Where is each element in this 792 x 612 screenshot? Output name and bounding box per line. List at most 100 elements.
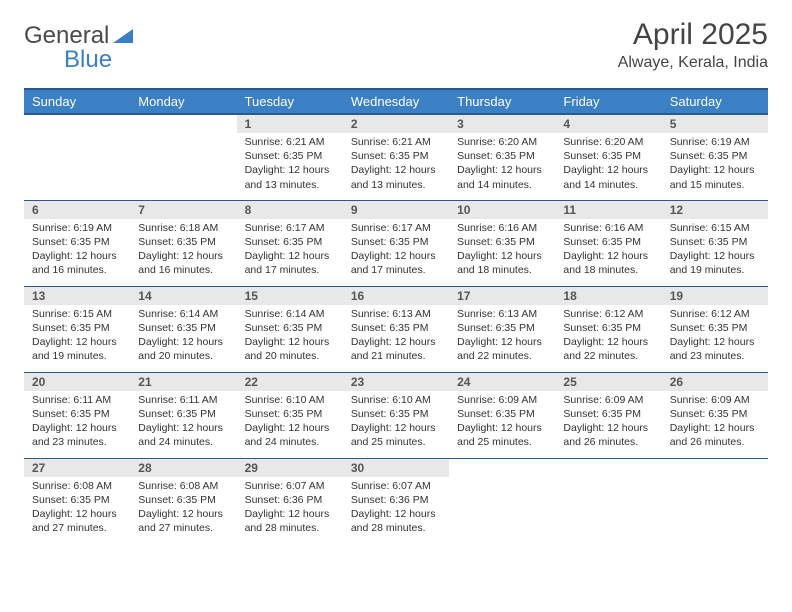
day-details: Sunrise: 6:08 AMSunset: 6:35 PMDaylight:…: [130, 477, 236, 540]
calendar-day-cell: 28Sunrise: 6:08 AMSunset: 6:35 PMDayligh…: [130, 458, 236, 544]
day-number: 12: [662, 201, 768, 219]
sunset-text: Sunset: 6:35 PM: [351, 149, 441, 163]
daylight-text: Daylight: 12 hours and 23 minutes.: [670, 335, 760, 363]
sunrise-text: Sunrise: 6:19 AM: [670, 135, 760, 149]
sunrise-text: Sunrise: 6:18 AM: [138, 221, 228, 235]
sunset-text: Sunset: 6:35 PM: [138, 493, 228, 507]
calendar-week-row: 1Sunrise: 6:21 AMSunset: 6:35 PMDaylight…: [24, 114, 768, 200]
weekday-header: Wednesday: [343, 89, 449, 114]
calendar-day-cell: [555, 458, 661, 544]
day-details: Sunrise: 6:20 AMSunset: 6:35 PMDaylight:…: [449, 133, 555, 196]
sunset-text: Sunset: 6:35 PM: [563, 235, 653, 249]
sunrise-text: Sunrise: 6:08 AM: [32, 479, 122, 493]
day-details: Sunrise: 6:12 AMSunset: 6:35 PMDaylight:…: [662, 305, 768, 368]
calendar-day-cell: 10 Sunrise: 6:16 AMSunset: 6:35 PMDayligh…: [449, 200, 555, 286]
sunset-text: Sunset: 6:35 PM: [32, 407, 122, 421]
weekday-header: Friday: [555, 89, 661, 114]
sunrise-text: Sunrise: 6:16 AM: [457, 221, 547, 235]
sunset-text: Sunset: 6:35 PM: [670, 321, 760, 335]
sunset-text: Sunset: 6:35 PM: [457, 407, 547, 421]
calendar-day-cell: 20Sunrise: 6:11 AMSunset: 6:35 PMDayligh…: [24, 372, 130, 458]
day-details: Sunrise: 6:21 AMSunset: 6:35 PMDaylight:…: [237, 133, 343, 196]
day-number: 19: [662, 287, 768, 305]
daylight-text: Daylight: 12 hours and 13 minutes.: [351, 163, 441, 191]
day-number: 15: [237, 287, 343, 305]
day-details: Sunrise: 6:07 AMSunset: 6:36 PMDaylight:…: [343, 477, 449, 540]
sunrise-text: Sunrise: 6:10 AM: [245, 393, 335, 407]
day-number: 18: [555, 287, 661, 305]
day-number: 28: [130, 459, 236, 477]
sunrise-text: Sunrise: 6:15 AM: [32, 307, 122, 321]
day-number: 9: [343, 201, 449, 219]
day-number: 1: [237, 115, 343, 133]
calendar-day-cell: 3Sunrise: 6:20 AMSunset: 6:35 PMDaylight…: [449, 114, 555, 200]
day-number: 13: [24, 287, 130, 305]
day-number: 4: [555, 115, 661, 133]
sunrise-text: Sunrise: 6:09 AM: [670, 393, 760, 407]
sunrise-text: Sunrise: 6:09 AM: [457, 393, 547, 407]
sunset-text: Sunset: 6:35 PM: [457, 235, 547, 249]
calendar-day-cell: [662, 458, 768, 544]
calendar-day-cell: 7Sunrise: 6:18 AMSunset: 6:35 PMDaylight…: [130, 200, 236, 286]
calendar-day-cell: 5Sunrise: 6:19 AMSunset: 6:35 PMDaylight…: [662, 114, 768, 200]
daylight-text: Daylight: 12 hours and 26 minutes.: [563, 421, 653, 449]
day-number: 22: [237, 373, 343, 391]
daylight-text: Daylight: 12 hours and 18 minutes.: [457, 249, 547, 277]
brand-triangle-icon: [113, 25, 133, 48]
sunrise-text: Sunrise: 6:21 AM: [245, 135, 335, 149]
daylight-text: Daylight: 12 hours and 28 minutes.: [245, 507, 335, 535]
calendar-day-cell: 23Sunrise: 6:10 AMSunset: 6:35 PMDayligh…: [343, 372, 449, 458]
day-number: 6: [24, 201, 130, 219]
day-number: 3: [449, 115, 555, 133]
calendar-day-cell: 2Sunrise: 6:21 AMSunset: 6:35 PMDaylight…: [343, 114, 449, 200]
sunset-text: Sunset: 6:35 PM: [457, 149, 547, 163]
sunset-text: Sunset: 6:35 PM: [351, 235, 441, 249]
daylight-text: Daylight: 12 hours and 26 minutes.: [670, 421, 760, 449]
day-number: 30: [343, 459, 449, 477]
day-details: Sunrise: 6:13 AMSunset: 6:35 PMDaylight:…: [449, 305, 555, 368]
day-details: Sunrise: 6:08 AMSunset: 6:35 PMDaylight:…: [24, 477, 130, 540]
day-details: Sunrise: 6:15 AMSunset: 6:35 PMDaylight:…: [24, 305, 130, 368]
daylight-text: Daylight: 12 hours and 17 minutes.: [245, 249, 335, 277]
weekday-header: Sunday: [24, 89, 130, 114]
day-details: Sunrise: 6:09 AMSunset: 6:35 PMDaylight:…: [662, 391, 768, 454]
sunrise-text: Sunrise: 6:11 AM: [138, 393, 228, 407]
sunset-text: Sunset: 6:35 PM: [351, 321, 441, 335]
calendar-body: 1Sunrise: 6:21 AMSunset: 6:35 PMDaylight…: [24, 114, 768, 544]
sunrise-text: Sunrise: 6:10 AM: [351, 393, 441, 407]
sunset-text: Sunset: 6:35 PM: [138, 321, 228, 335]
calendar-week-row: 13Sunrise: 6:15 AMSunset: 6:35 PMDayligh…: [24, 286, 768, 372]
sunset-text: Sunset: 6:35 PM: [670, 235, 760, 249]
calendar-day-cell: 9Sunrise: 6:17 AMSunset: 6:35 PMDaylight…: [343, 200, 449, 286]
day-number: 26: [662, 373, 768, 391]
sunset-text: Sunset: 6:35 PM: [32, 235, 122, 249]
day-details: Sunrise: 6:11 AMSunset: 6:35 PMDaylight:…: [24, 391, 130, 454]
calendar-table: Sunday Monday Tuesday Wednesday Thursday…: [24, 88, 768, 544]
day-number: 17: [449, 287, 555, 305]
day-details: Sunrise: 6:15 AMSunset: 6:35 PMDaylight:…: [662, 219, 768, 282]
daylight-text: Daylight: 12 hours and 16 minutes.: [32, 249, 122, 277]
day-number: 5: [662, 115, 768, 133]
daylight-text: Daylight: 12 hours and 20 minutes.: [245, 335, 335, 363]
sunset-text: Sunset: 6:36 PM: [351, 493, 441, 507]
daylight-text: Daylight: 12 hours and 17 minutes.: [351, 249, 441, 277]
sunset-text: Sunset: 6:36 PM: [245, 493, 335, 507]
location-text: Alwaye, Kerala, India: [618, 54, 768, 72]
day-details: Sunrise: 6:21 AMSunset: 6:35 PMDaylight:…: [343, 133, 449, 196]
sunrise-text: Sunrise: 6:17 AM: [245, 221, 335, 235]
sunrise-text: Sunrise: 6:16 AM: [563, 221, 653, 235]
day-details: Sunrise: 6:19 AMSunset: 6:35 PMDaylight:…: [662, 133, 768, 196]
day-number: 8: [237, 201, 343, 219]
daylight-text: Daylight: 12 hours and 15 minutes.: [670, 163, 760, 191]
daylight-text: Daylight: 12 hours and 24 minutes.: [245, 421, 335, 449]
calendar-day-cell: [449, 458, 555, 544]
weekday-header: Saturday: [662, 89, 768, 114]
sunset-text: Sunset: 6:35 PM: [563, 321, 653, 335]
daylight-text: Daylight: 12 hours and 21 minutes.: [351, 335, 441, 363]
calendar-day-cell: 8Sunrise: 6:17 AMSunset: 6:35 PMDaylight…: [237, 200, 343, 286]
sunrise-text: Sunrise: 6:13 AM: [351, 307, 441, 321]
daylight-text: Daylight: 12 hours and 16 minutes.: [138, 249, 228, 277]
day-details: Sunrise: 6:20 AMSunset: 6:35 PMDaylight:…: [555, 133, 661, 196]
day-number: 10: [449, 201, 555, 219]
calendar-day-cell: 15Sunrise: 6:14 AMSunset: 6:35 PMDayligh…: [237, 286, 343, 372]
